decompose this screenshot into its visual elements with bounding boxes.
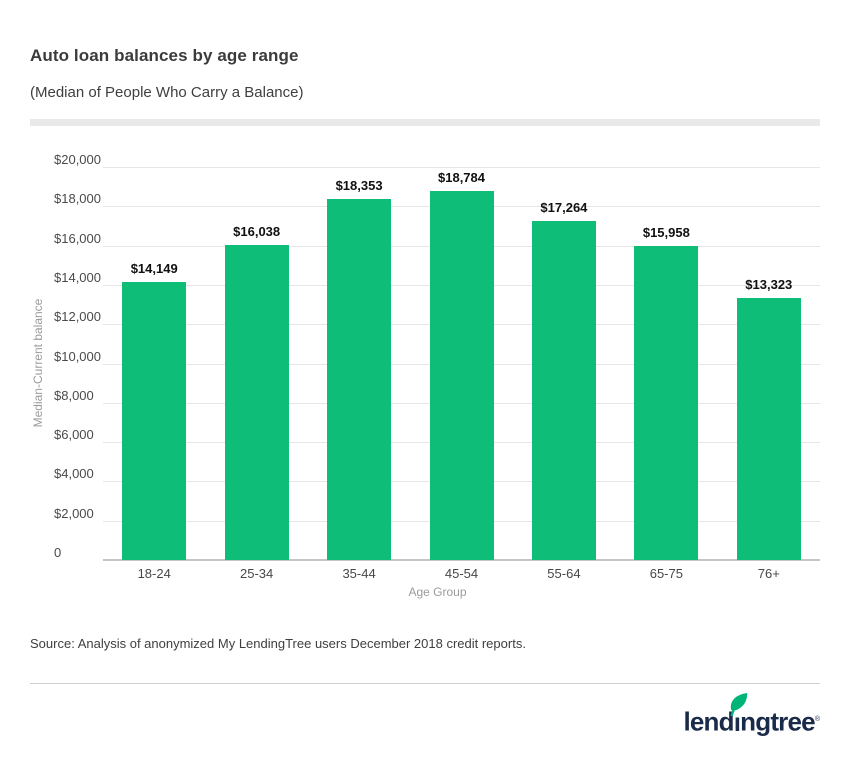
bar-45-54 xyxy=(429,190,494,560)
divider-line xyxy=(30,683,820,684)
y-tick-label: $6,000 xyxy=(54,427,94,443)
x-tick-label: 55-64 xyxy=(547,566,581,581)
logo-text-pre: lend xyxy=(683,706,734,737)
bar-value-label: $16,038 xyxy=(233,223,281,239)
y-tick-label: $12,000 xyxy=(54,309,101,325)
x-tick-label: 76+ xyxy=(757,566,780,581)
bar-35-44 xyxy=(327,199,392,560)
bar-value-label: $17,264 xyxy=(540,199,588,215)
x-tick-label: 35-44 xyxy=(342,566,376,581)
bar-76+ xyxy=(736,298,801,560)
x-axis-baseline xyxy=(103,559,820,561)
registered-mark: ® xyxy=(814,716,820,723)
bar-value-label: $18,353 xyxy=(335,178,383,194)
bar-value-label: $13,323 xyxy=(745,277,793,293)
source-note: Source: Analysis of anonymized My Lendin… xyxy=(30,636,526,651)
y-tick-label: $18,000 xyxy=(54,191,101,207)
gridline xyxy=(103,167,820,168)
y-axis-title: Median-Current balance xyxy=(31,298,45,428)
bar-value-label: $18,784 xyxy=(438,169,485,185)
leaf-icon xyxy=(730,692,747,716)
y-tick-label: $8,000 xyxy=(54,387,94,403)
bar-65-75 xyxy=(634,246,699,560)
bar-25-34 xyxy=(224,244,289,560)
bar-value-label: $15,958 xyxy=(642,225,690,241)
y-tick-label: $2,000 xyxy=(54,505,94,521)
y-tick-label: $16,000 xyxy=(54,230,101,246)
logo-text-post: ngtree xyxy=(740,706,815,737)
chart-subtitle: (Median of People Who Carry a Balance) xyxy=(30,84,304,101)
y-tick-label: $10,000 xyxy=(54,348,101,364)
bar-value-label: $14,149 xyxy=(130,260,178,276)
chart-title: Auto loan balances by age range xyxy=(30,46,299,65)
accent-strip-divider xyxy=(30,119,820,126)
x-tick-label: 18-24 xyxy=(137,566,171,581)
bar-18-24 xyxy=(122,281,187,560)
x-axis-title: Age Group xyxy=(408,585,467,599)
y-tick-label: $4,000 xyxy=(54,466,94,482)
bar-55-64 xyxy=(531,220,596,560)
lendingtree-logo: lend ıngtree® xyxy=(0,692,820,739)
y-tick-label: $14,000 xyxy=(54,269,101,285)
x-tick-label: 25-34 xyxy=(240,566,274,581)
x-tick-label: 45-54 xyxy=(444,566,479,581)
y-tick-label: 0 xyxy=(54,545,62,560)
logo-text-i: ı xyxy=(733,706,741,737)
logo-i-slot: ı xyxy=(730,692,747,739)
y-tick-label: $20,000 xyxy=(54,152,101,167)
x-tick-label: 65-75 xyxy=(649,566,683,581)
lendingtree-logo-text: lend ıngtree® xyxy=(683,692,820,739)
